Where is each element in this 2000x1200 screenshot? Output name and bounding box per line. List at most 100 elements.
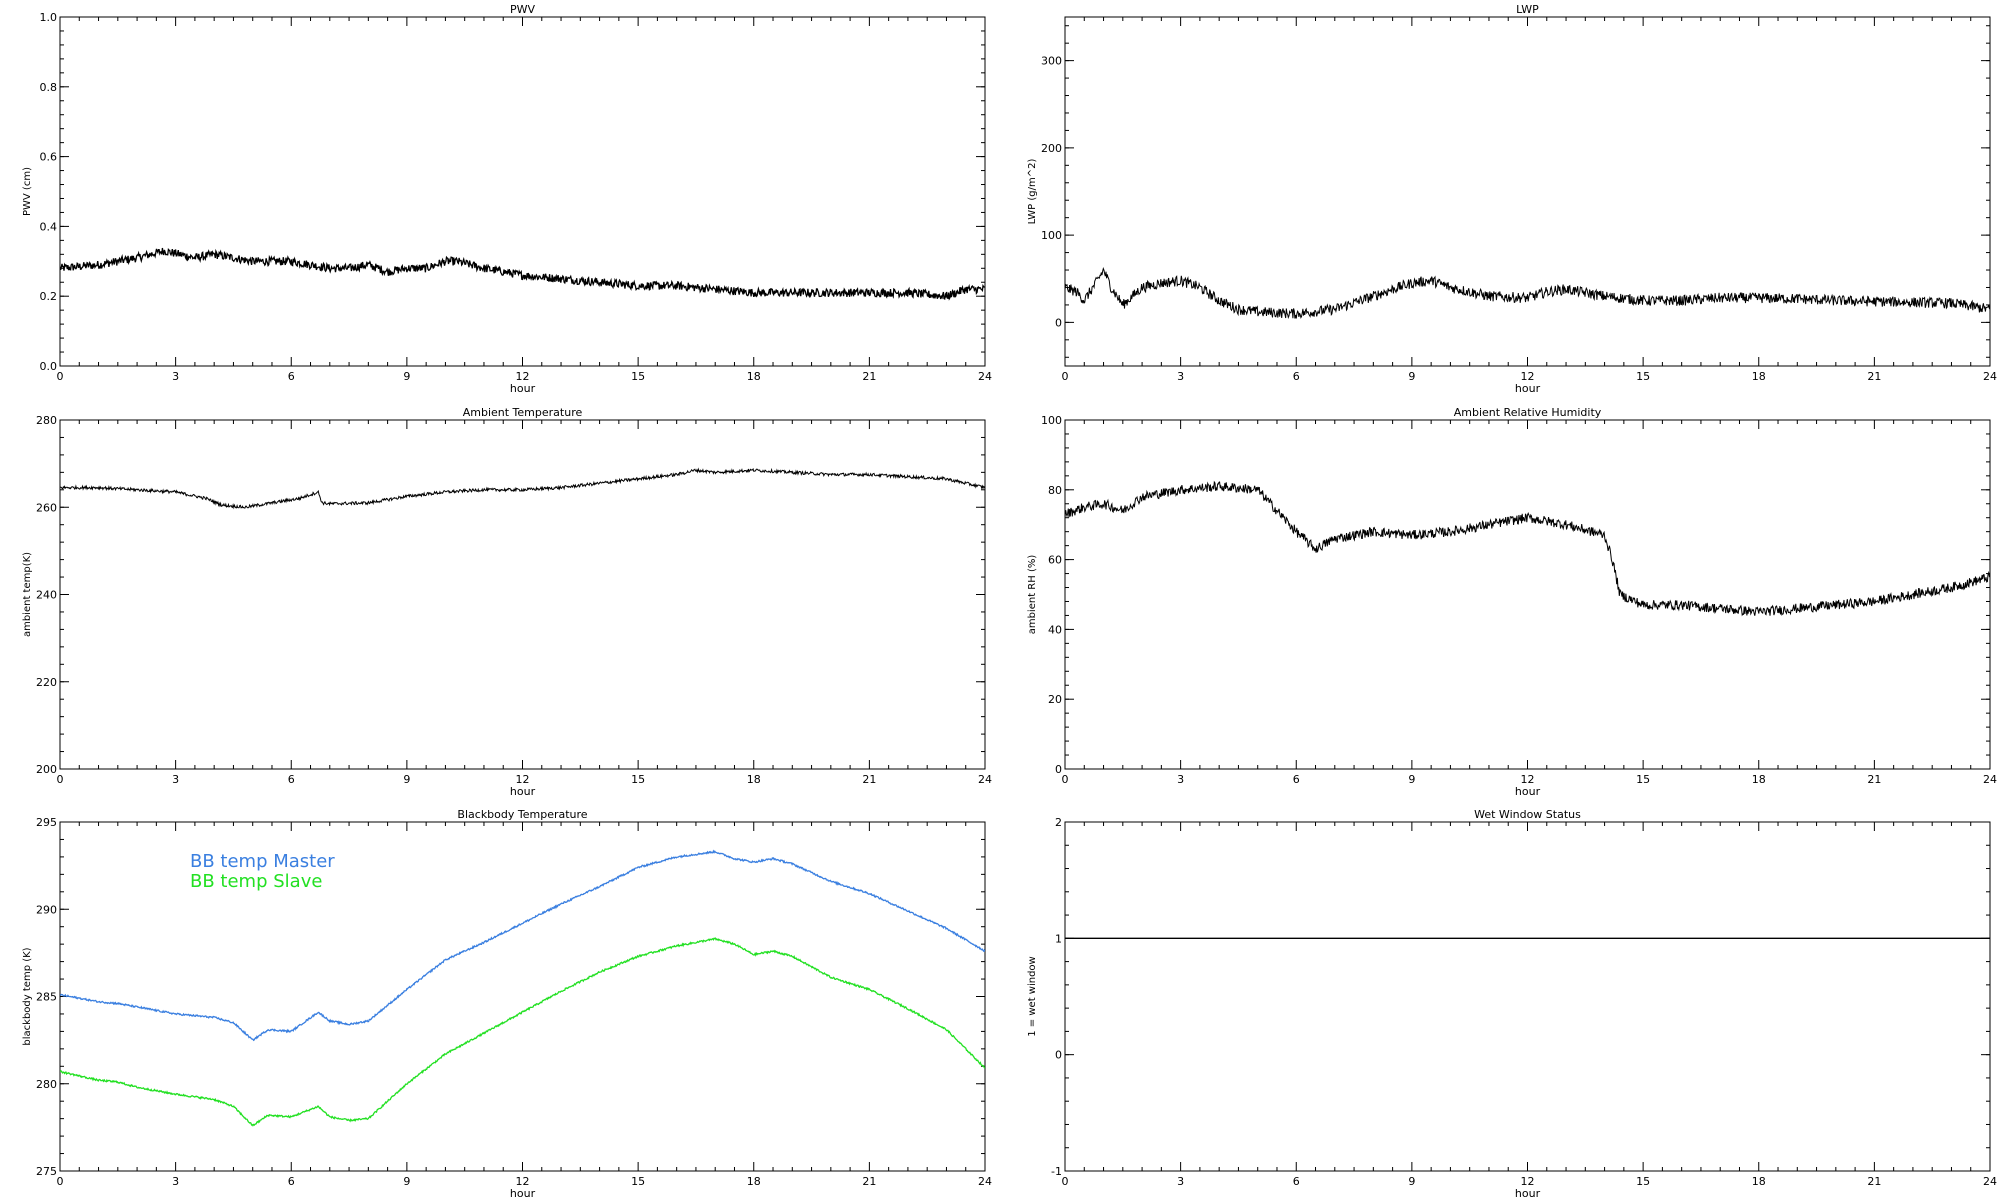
lwp-y-tick-label: 200 [1041,142,1062,155]
blackbody-temperature-y-axis-label: blackbody temp (K) [22,947,33,1045]
ambient-temperature-y-tick-label: 280 [36,414,57,427]
ambient-humidity-series-line [1065,480,1990,617]
ambient-temperature-y-tick-label: 220 [36,676,57,689]
ambient-temperature-x-tick-label: 0 [57,773,64,786]
wet-window-status-y-tick-label: 1 [1055,932,1062,945]
lwp-y-tick-label: 300 [1041,55,1062,68]
pwv-y-tick-label: 0.2 [40,290,58,303]
ambient-temperature-x-tick-label: 21 [862,773,876,786]
ambient-humidity-x-tick-label: 3 [1177,773,1184,786]
ambient-humidity-x-tick-label: 9 [1408,773,1415,786]
ambient-humidity-x-tick-label: 6 [1293,773,1300,786]
blackbody-temperature-panel: Blackbody Temperature 0 3 6 9 12 15 18 21 24 hour 2… [22,808,992,1200]
ambient-humidity-x-tick-label: 12 [1521,773,1535,786]
lwp-x-tick-label: 12 [1521,370,1535,383]
pwv-x-tick-label: 18 [747,370,761,383]
lwp-y-tick-label: 100 [1041,229,1062,242]
wet-window-status-x-tick-label: 24 [1983,1175,1997,1188]
blackbody-temperature-y-tick-label: 295 [36,816,57,829]
ambient-temperature-x-tick-label: 24 [978,773,992,786]
ambient-temperature-plot-frame [59,419,986,770]
wet-window-status-x-tick-label: 15 [1636,1175,1650,1188]
pwv-y-tick-label: 0.6 [40,151,58,164]
wet-window-status-y-tick-label: 2 [1055,816,1062,829]
ambient-temperature-panel: Ambient Temperature 0 3 6 9 12 15 18 21 24 hour 200… [22,406,992,798]
lwp-panel: LWP 0 3 6 9 12 15 18 21 24 hour 0 100 200 300 LWP (g/m^… [1027,3,1997,395]
pwv-y-axis-label: PWV (cm) [22,167,33,216]
wet-window-status-plot-frame [1064,821,1991,1172]
ambient-temperature-x-axis-label: hour [510,785,536,798]
pwv-x-tick-label: 6 [288,370,295,383]
lwp-y-tick-label: 0 [1055,316,1062,329]
blackbody-temperature-x-tick-label: 12 [516,1175,530,1188]
ambient-temperature-series-line [60,467,985,510]
ambient-humidity-x-tick-label: 18 [1752,773,1766,786]
lwp-x-tick-label: 18 [1752,370,1766,383]
wet-window-status-x-tick-label: 3 [1177,1175,1184,1188]
wet-window-status-y-axis-label: 1 = wet window [1027,956,1038,1036]
blackbody-temperature-chart-title: Blackbody Temperature [457,808,587,821]
ambient-humidity-y-tick-label: 20 [1048,693,1062,706]
ambient-temperature-y-axis-label: ambient temp(K) [22,552,33,637]
pwv-x-tick-label: 24 [978,370,992,383]
wet-window-status-x-tick-label: 12 [1521,1175,1535,1188]
ambient-temperature-x-tick-label: 6 [288,773,295,786]
ambient-temperature-y-tick-label: 260 [36,501,57,514]
blackbody-temperature-y-tick-label: 280 [36,1078,57,1091]
ambient-humidity-y-tick-label: 100 [1041,414,1062,427]
ambient-temperature-x-tick-label: 18 [747,773,761,786]
wet-window-status-x-tick-label: 6 [1293,1175,1300,1188]
blackbody-temperature-series-line-bb-temp-master [60,849,985,1042]
blackbody-temperature-y-tick-label: 285 [36,991,57,1004]
lwp-x-tick-label: 6 [1293,370,1300,383]
blackbody-temperature-legend-entry: BB temp Master [190,851,335,872]
pwv-series-line [60,247,985,301]
lwp-chart-title: LWP [1516,3,1539,16]
blackbody-temperature-legend-entry: BB temp Slave [190,871,322,892]
lwp-x-axis-label: hour [1515,382,1541,395]
ambient-humidity-chart-title: Ambient Relative Humidity [1454,406,1602,419]
blackbody-temperature-y-tick-label: 275 [36,1165,57,1178]
ambient-humidity-y-tick-label: 0 [1055,763,1062,776]
ambient-humidity-panel: Ambient Relative Humidity 0 3 6 9 12 15 18 21 24 h… [1027,406,1997,798]
wet-window-status-x-tick-label: 0 [1062,1175,1069,1188]
pwv-x-tick-label: 12 [516,370,530,383]
wet-window-status-chart-title: Wet Window Status [1474,808,1581,821]
ambient-temperature-x-tick-label: 15 [631,773,645,786]
pwv-y-tick-label: 0.4 [40,220,58,233]
pwv-x-tick-label: 15 [631,370,645,383]
ambient-humidity-x-tick-label: 21 [1867,773,1881,786]
lwp-x-tick-label: 15 [1636,370,1650,383]
blackbody-temperature-y-tick-label: 290 [36,903,57,916]
lwp-series-line [1065,267,1990,319]
ambient-humidity-y-tick-label: 60 [1048,554,1062,567]
blackbody-temperature-x-tick-label: 0 [57,1175,64,1188]
blackbody-temperature-x-tick-label: 6 [288,1175,295,1188]
wet-window-status-y-tick-label: 0 [1055,1049,1062,1062]
ambient-temperature-chart-title: Ambient Temperature [463,406,583,419]
ambient-humidity-y-tick-label: 80 [1048,484,1062,497]
wet-window-status-x-tick-label: 18 [1752,1175,1766,1188]
wet-window-status-x-tick-label: 21 [1867,1175,1881,1188]
pwv-x-tick-label: 9 [403,370,410,383]
pwv-y-tick-label: 1.0 [40,11,58,24]
blackbody-temperature-x-tick-label: 21 [862,1175,876,1188]
ambient-temperature-x-tick-label: 12 [516,773,530,786]
lwp-x-tick-label: 9 [1408,370,1415,383]
blackbody-temperature-x-tick-label: 15 [631,1175,645,1188]
ambient-temperature-y-tick-label: 200 [36,763,57,776]
blackbody-temperature-x-tick-label: 9 [403,1175,410,1188]
pwv-chart-title: PWV [510,3,536,16]
pwv-x-tick-label: 3 [172,370,179,383]
ambient-temperature-y-tick-label: 240 [36,589,57,602]
ambient-humidity-x-axis-label: hour [1515,785,1541,798]
pwv-y-tick-label: 0.0 [40,360,58,373]
pwv-x-tick-label: 0 [57,370,64,383]
lwp-plot-frame [1064,16,1991,367]
ambient-temperature-x-tick-label: 9 [403,773,410,786]
ambient-humidity-x-tick-label: 0 [1062,773,1069,786]
lwp-x-tick-label: 21 [1867,370,1881,383]
lwp-x-tick-label: 3 [1177,370,1184,383]
